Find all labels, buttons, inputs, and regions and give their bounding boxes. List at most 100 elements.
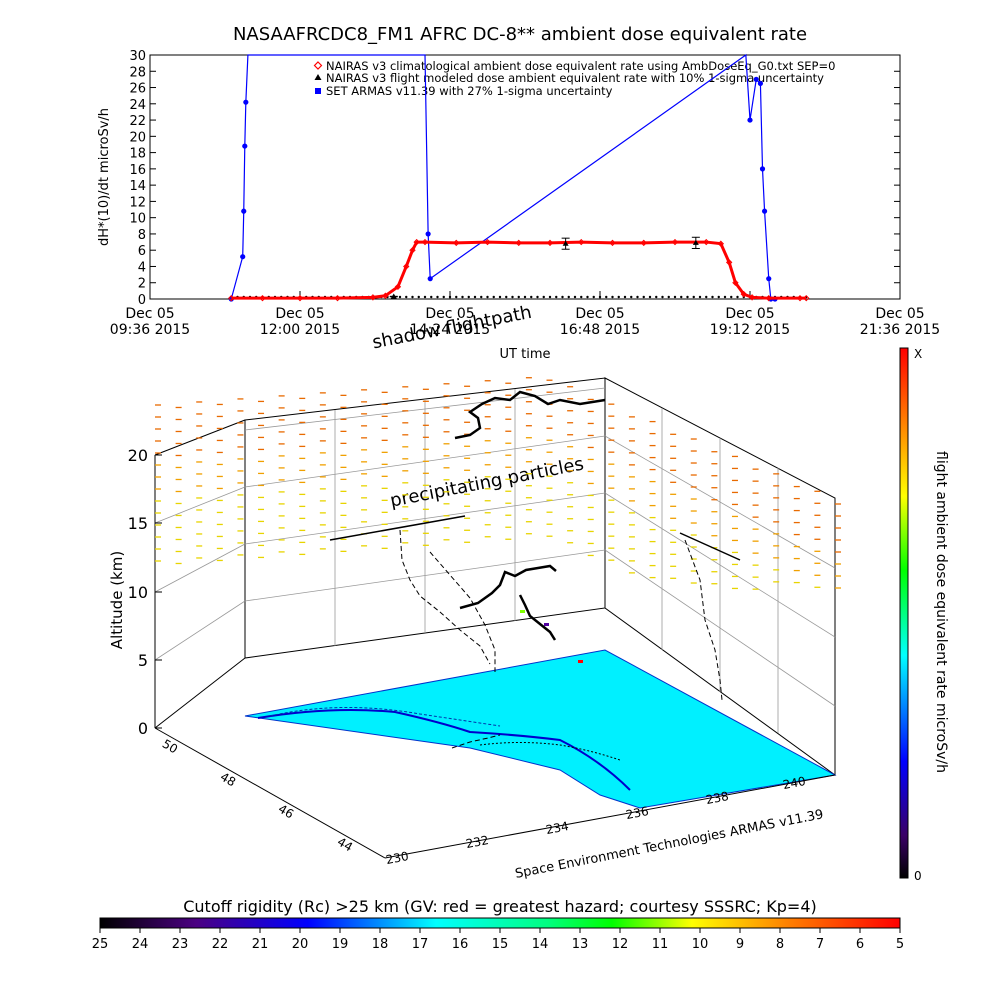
flight-baseline-point bbox=[573, 295, 577, 299]
bottom-colorbar-tick-label: 15 bbox=[492, 937, 509, 952]
nairas-point bbox=[703, 238, 710, 246]
bottom-colorbar-ramp bbox=[99, 917, 901, 929]
top-y-tick-label: 26 bbox=[129, 82, 146, 97]
bottom-colorbar-tick-label: 21 bbox=[252, 937, 269, 952]
bottom-colorbar-title: Cutoff rigidity (Rc) >25 km (GV: red = g… bbox=[183, 897, 817, 916]
top-legend: NAIRAS v3 climatological ambient dose eq… bbox=[313, 59, 835, 98]
flight-point-red bbox=[578, 660, 583, 663]
flight-baseline-point bbox=[617, 295, 620, 299]
top-x-tick-label-time: 16:48 2015 bbox=[560, 322, 640, 338]
armas-point bbox=[753, 76, 759, 82]
longitude-tick-label: 238 bbox=[705, 789, 730, 807]
flight-baseline-point bbox=[517, 295, 520, 299]
flight-baseline-point bbox=[580, 295, 583, 299]
armas-point bbox=[757, 80, 764, 87]
flight-baseline-point bbox=[398, 295, 402, 299]
nairas-point bbox=[765, 294, 772, 302]
top-y-tick-label: 28 bbox=[129, 65, 146, 80]
nairas-point bbox=[515, 239, 522, 247]
flight-baseline-point bbox=[717, 295, 720, 299]
flight-baseline-point bbox=[492, 295, 495, 299]
nairas-point bbox=[369, 294, 377, 301]
top-x-tick-label-time: 21:36 2015 bbox=[860, 322, 940, 338]
legend-label-armas: SET ARMAS v11.39 with 27% 1-sigma uncert… bbox=[326, 84, 613, 98]
flight-baseline-point bbox=[661, 295, 664, 299]
flight-baseline-point bbox=[736, 295, 739, 299]
latitude-tick-label: 50 bbox=[160, 737, 180, 757]
top-x-tick-label-date: Dec 05 bbox=[275, 306, 324, 322]
top-x-tick-label-date: Dec 05 bbox=[575, 306, 624, 322]
bottom-colorbar-tick-label: 10 bbox=[692, 937, 709, 952]
right-colorbar-label: flight ambient dose equivalent rate micr… bbox=[933, 451, 949, 773]
flight-baseline-point bbox=[586, 295, 589, 299]
bottom-colorbar-tick-label: 7 bbox=[816, 937, 824, 952]
coastline bbox=[257, 709, 631, 791]
flight-baseline-point bbox=[467, 295, 470, 299]
armas-point bbox=[759, 166, 766, 172]
bottom-colorbar-tick-label: 13 bbox=[572, 937, 589, 952]
flight-baseline-point bbox=[405, 295, 408, 299]
flight-point bbox=[390, 293, 397, 299]
armas-point bbox=[240, 254, 246, 260]
flight-baseline-point bbox=[455, 295, 458, 299]
top-plot-frame bbox=[149, 54, 901, 300]
bottom-colorbar-tick-label: 9 bbox=[736, 937, 744, 952]
ground-track bbox=[479, 742, 621, 761]
latitude-tick-label: 44 bbox=[335, 835, 355, 855]
top-x-tick-label-date: Dec 05 bbox=[875, 306, 924, 322]
flight-baseline-point bbox=[473, 295, 477, 299]
flight-baseline-point bbox=[536, 295, 539, 299]
flight-baseline-point bbox=[705, 295, 708, 299]
nairas-point bbox=[578, 238, 585, 246]
flight-baseline-point bbox=[480, 295, 483, 299]
top-y-tick-label: 24 bbox=[129, 98, 146, 113]
main-title: NASAAFRCDC8_FM1 AFRC DC-8** ambient dose… bbox=[233, 24, 807, 45]
altitude-tick-label: 5 bbox=[138, 651, 148, 670]
legend-label-nairas: NAIRAS v3 climatological ambient dose eq… bbox=[326, 59, 835, 73]
longitude-ticks: 230 232 234 236 238 240 bbox=[385, 774, 807, 867]
nairas-point bbox=[394, 283, 402, 291]
flight-baseline-point bbox=[442, 295, 445, 299]
altitude-ticks: 0 5 10 15 20 bbox=[128, 446, 162, 738]
top-y-axis-label: dH*(10)/dt microSv/h bbox=[97, 108, 112, 246]
top-y-tick-label: 30 bbox=[129, 49, 146, 64]
flight-point-green bbox=[520, 610, 525, 613]
legend-label-flight: NAIRAS v3 flight modeled dose ambient eq… bbox=[326, 71, 824, 85]
altitude-tick-label: 0 bbox=[138, 719, 148, 738]
nairas-point bbox=[796, 294, 804, 302]
flight-leg-upper bbox=[329, 515, 466, 541]
ground-surface bbox=[244, 649, 837, 809]
bottom-colorbar-tick-label: 17 bbox=[412, 937, 429, 952]
longitude-tick-label: 232 bbox=[465, 833, 490, 851]
nairas-point bbox=[803, 294, 810, 302]
flight-baseline-point bbox=[511, 295, 514, 299]
vertical-gridlines bbox=[334, 389, 779, 733]
flight-baseline-point bbox=[561, 295, 564, 299]
flight-baseline-point bbox=[542, 295, 545, 299]
armas-axis-title: Space Environment Technologies ARMAS v11… bbox=[514, 807, 825, 882]
flight-baseline-point bbox=[605, 295, 608, 299]
top-y-tick-label: 6 bbox=[138, 244, 146, 259]
flight-baseline-point bbox=[461, 295, 464, 299]
flight-baseline-point bbox=[723, 295, 727, 299]
flight-baseline-point bbox=[655, 295, 658, 299]
longitude-tick-label: 236 bbox=[625, 804, 650, 822]
floor-front-axis bbox=[384, 774, 836, 859]
flight-point bbox=[562, 240, 569, 246]
latitude-tick-label: 46 bbox=[276, 802, 296, 822]
nairas-series-line bbox=[231, 240, 807, 300]
nairas-point bbox=[382, 292, 389, 299]
top-x-tick-label-date: Dec 05 bbox=[725, 306, 774, 322]
longitude-tick-label: 230 bbox=[385, 849, 410, 867]
altitude-tick-label: 20 bbox=[128, 446, 148, 465]
top-x-tick-label-time: 12:00 2015 bbox=[260, 322, 340, 338]
legend-marker-nairas bbox=[313, 61, 323, 70]
flight-baseline-point bbox=[430, 295, 433, 299]
legend-marker-flight bbox=[314, 74, 322, 80]
bottom-colorbar-tick-label: 19 bbox=[332, 937, 349, 952]
nairas-point bbox=[609, 239, 616, 247]
